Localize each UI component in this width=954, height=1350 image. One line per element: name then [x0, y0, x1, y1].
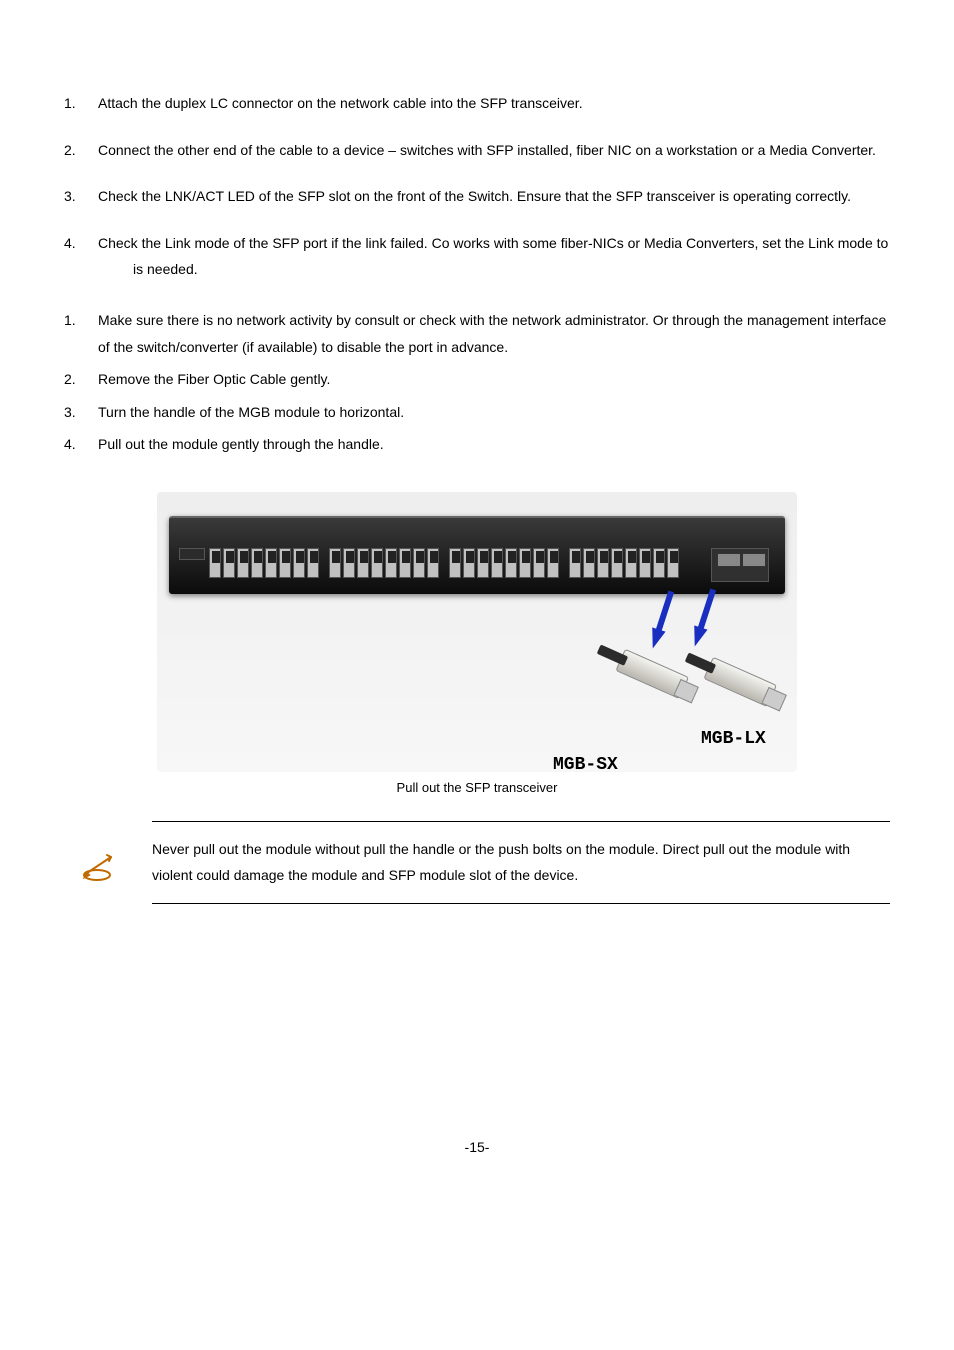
list-item: Connect the other end of the cable to a …: [64, 137, 890, 164]
module-label: MGB-SX: [553, 748, 618, 772]
list-item-text: Make sure there is no network activity b…: [98, 307, 890, 360]
figure-sfp-pullout: MGB-SX MGB-LX Pull out the SFP transceiv…: [64, 492, 890, 801]
sfp-slots: [711, 548, 769, 582]
module-label: MGB-LX: [701, 722, 766, 756]
list-item-text: Attach the duplex LC connector on the ne…: [98, 90, 890, 117]
brand-badge: [179, 548, 205, 560]
list-item-text: Remove the Fiber Optic Cable gently.: [98, 366, 890, 393]
list-item-text: Check the Link mode of the SFP port if t…: [98, 230, 890, 283]
network-switch-illustration: [169, 516, 785, 594]
list-item: Remove the Fiber Optic Cable gently.: [64, 366, 890, 393]
list-item: Check the LNK/ACT LED of the SFP slot on…: [64, 183, 890, 210]
list-item: Attach the duplex LC connector on the ne…: [64, 90, 890, 117]
list-item-text: Connect the other end of the cable to a …: [98, 137, 890, 164]
list-item: Turn the handle of the MGB module to hor…: [64, 399, 890, 426]
procedure-list-connect: Attach the duplex LC connector on the ne…: [64, 90, 890, 283]
list-item: Check the Link mode of the SFP port if t…: [64, 230, 890, 283]
list-item-text: Turn the handle of the MGB module to hor…: [98, 399, 890, 426]
note-callout: Never pull out the module without pull t…: [74, 821, 890, 904]
list-item: Pull out the module gently through the h…: [64, 431, 890, 458]
figure-caption: Pull out the SFP transceiver: [64, 776, 890, 801]
list-item-text: Check the LNK/ACT LED of the SFP slot on…: [98, 183, 890, 210]
list-item-text: Pull out the module gently through the h…: [98, 431, 890, 458]
list-item: Make sure there is no network activity b…: [64, 307, 890, 360]
arrow-down-icon: [688, 587, 720, 648]
note-icon: [74, 821, 124, 881]
page-number: -15-: [64, 1134, 890, 1161]
procedure-list-remove: Make sure there is no network activity b…: [64, 307, 890, 458]
note-text: Never pull out the module without pull t…: [152, 821, 890, 904]
arrow-down-icon: [646, 589, 678, 650]
switch-port-face: [209, 548, 699, 582]
figure-image: MGB-SX MGB-LX: [157, 492, 797, 772]
